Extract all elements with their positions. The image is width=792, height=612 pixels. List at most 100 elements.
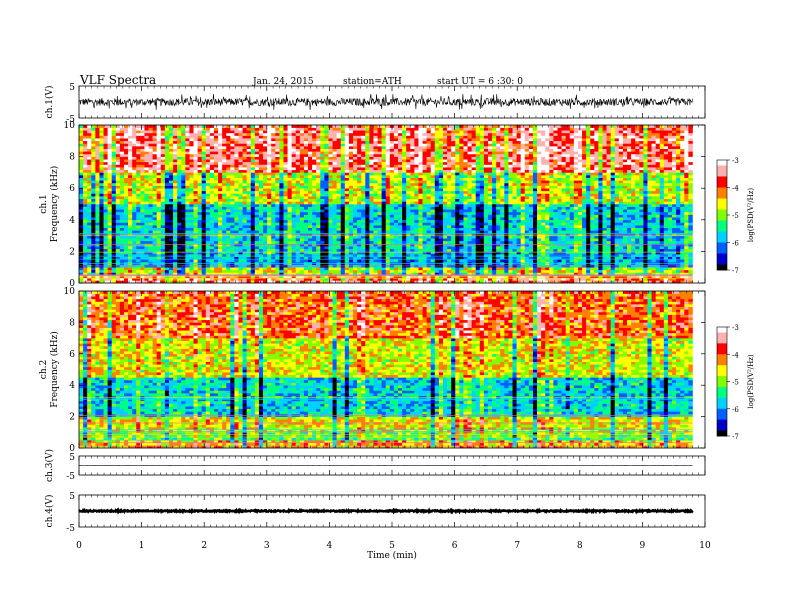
time-axis-tick-label: 8 [577, 541, 583, 551]
ch1-spectrogram-colorbar-tick-label: -6 [732, 240, 739, 248]
ch3-waveform-ytick-top: 5 [69, 453, 75, 463]
ch1-spectrogram-colorbar-step [717, 206, 727, 210]
ch1-spectrogram-colorbar-step [717, 173, 727, 177]
ch1-spectrogram-ytick-label: 2 [69, 247, 75, 257]
ch1-spectrogram-colorbar-step [717, 201, 727, 205]
ch1-spectrogram-colorbar-step [717, 239, 727, 243]
ch2-spectrogram-ytick-label: 0 [69, 444, 75, 454]
ch1-spectrogram-colorbar-step [717, 171, 727, 175]
ch2-spectrogram-colorbar-step [717, 411, 727, 415]
ch1-waveform-ytick-top: 5 [69, 83, 75, 93]
ch1-spectrogram-colorbar-step [717, 204, 727, 208]
ch2-spectrogram-colorbar-step [717, 433, 727, 437]
ch2-spectrogram-colorbar-step [717, 373, 727, 377]
ch2-spectrogram-colorbar-step [717, 430, 727, 434]
ch2-spectrogram-colorbar-tick-label: -6 [732, 406, 739, 414]
ch1-spectrogram-colorbar-step [717, 187, 727, 191]
ch1-spectrogram-colorbar-step [717, 223, 727, 227]
ch2-spectrogram-colorbar-step [717, 367, 727, 372]
ch1-spectrogram-colorbar-step [717, 215, 727, 219]
ch2-spectrogram-ylabel-frequency: Frequency (kHz) [49, 331, 60, 408]
ch2-spectrogram-ytick-label: 10 [64, 287, 76, 297]
ch1-spectrogram-ylabel-channel: ch.1 [39, 194, 49, 213]
ch1-spectrogram-colorbar-step [717, 182, 727, 186]
ch4-waveform-ylabel: ch.4(V) [44, 495, 55, 528]
ch1-waveform-ylabel: ch.1(V) [44, 86, 55, 119]
ch1-spectrogram-colorbar-tick-label: -4 [732, 185, 739, 193]
ch1-spectrogram-colorbar-step [717, 253, 727, 257]
ch1-spectrogram-colorbar-step [717, 184, 727, 188]
ch2-spectrogram-colorbar-step [717, 343, 727, 347]
ch1-spectrogram-colorbar-step [717, 245, 727, 249]
ch2-spectrogram-colorbar-tick-label: -4 [732, 351, 739, 359]
ch2-spectrogram-colorbar-step [717, 351, 727, 355]
ch1-spectrogram-ytick-label: 4 [69, 216, 75, 226]
ch2-spectrogram-colorbar-step [717, 384, 727, 388]
ch1-spectrogram-colorbar-step [717, 261, 727, 265]
ch2-spectrogram-colorbar-step [717, 386, 727, 391]
ch1-spectrogram-colorbar-tick-label: -5 [732, 212, 739, 220]
ch1-spectrogram-heatmap [79, 125, 693, 284]
ch1-spectrogram-colorbar-step [717, 190, 727, 194]
ch2-spectrogram-colorbar-step [717, 378, 727, 382]
ch2-spectrogram-colorbar-step [717, 327, 727, 331]
ch2-spectrogram-colorbar-step [717, 329, 727, 333]
ch2-spectrogram-colorbar-step [717, 397, 727, 401]
ch1-spectrogram-colorbar-step [717, 256, 727, 260]
ch2-spectrogram-colorbar-step [717, 395, 727, 399]
ch1-waveform-ytick-bottom: -5 [66, 115, 75, 125]
ch1-spectrogram-colorbar-tick-label: -7 [732, 267, 739, 275]
time-axis-tick-label: 1 [139, 541, 145, 551]
time-axis-label: Time (min) [367, 550, 417, 561]
ch2-spectrogram-ytick-label: 6 [69, 350, 75, 360]
ch1-spectrogram-colorbar-step [717, 226, 727, 230]
ch1-spectrogram-ytick-label: 0 [69, 279, 75, 289]
ch2-spectrogram-colorbar-tick-label: -5 [732, 379, 739, 387]
ch2-spectrogram-colorbar-step [717, 381, 727, 385]
ch1-spectrogram-ylabel-frequency: Frequency (kHz) [49, 166, 60, 243]
ch2-spectrogram-colorbar-step [717, 408, 727, 412]
ch2-spectrogram-colorbar-step [717, 354, 727, 358]
time-axis-tick-label: 10 [699, 541, 711, 551]
time-axis-tick-label: 3 [264, 541, 270, 551]
ch2-spectrogram-colorbar-step [717, 389, 727, 393]
ch1-spectrogram-colorbar-step [717, 264, 727, 268]
time-axis-tick-label: 4 [327, 541, 333, 551]
ch2-spectrogram-colorbar-step [717, 346, 727, 350]
time-axis-tick-label: 0 [76, 541, 82, 551]
ch4-waveform-ytick-bottom: -5 [66, 524, 75, 534]
ch1-spectrogram-colorbar-step [717, 237, 727, 241]
time-axis-tick-label: 2 [201, 541, 207, 551]
ch1-spectrogram-colorbar-step [717, 234, 727, 238]
ch1-spectrogram-ytick-label: 10 [64, 121, 76, 131]
ch1-spectrogram-colorbar-step [717, 179, 727, 183]
ch1-spectrogram-colorbar-step [717, 165, 727, 169]
ch2-spectrogram-ytick-label: 2 [69, 413, 75, 423]
station-label: station=ATH [343, 77, 402, 87]
ch1-spectrogram-colorbar-step [717, 176, 727, 180]
time-axis-tick-label: 7 [514, 541, 520, 551]
ch2-spectrogram-colorbar-step [717, 376, 727, 380]
ch2-spectrogram-colorbar-label: log(PSD(V²/Hz) [747, 354, 755, 409]
ch4-waveform-ytick-top: 5 [69, 492, 75, 502]
ch1-waveform-trace [78, 93, 693, 110]
ch2-spectrogram-colorbar-step [717, 392, 727, 396]
ch2-spectrogram-ytick-label: 4 [69, 381, 75, 391]
ch2-spectrogram-colorbar-step [717, 406, 727, 410]
ch2-spectrogram-colorbar-step [717, 370, 727, 374]
ch1-spectrogram-colorbar-step [717, 217, 727, 221]
ch4-waveform-trace [78, 507, 694, 515]
time-axis-tick-label: 5 [389, 541, 395, 551]
time-axis-tick-label: 6 [452, 541, 458, 551]
start-time-label: start UT = 6 :30: 0 [437, 77, 523, 87]
ch2-spectrogram-colorbar-step [717, 403, 727, 407]
ch1-spectrogram-colorbar-step [717, 231, 727, 235]
time-axis-tick-label: 9 [640, 541, 646, 551]
ch1-spectrogram-colorbar-step [717, 220, 727, 224]
ch2-spectrogram-colorbar-tick-label: -7 [732, 433, 739, 441]
ch2-spectrogram-colorbar-step [717, 348, 727, 352]
ch1-spectrogram-colorbar-step [717, 198, 727, 202]
ch1-spectrogram-colorbar-step [717, 209, 727, 213]
ch2-spectrogram-colorbar-step [717, 425, 727, 429]
